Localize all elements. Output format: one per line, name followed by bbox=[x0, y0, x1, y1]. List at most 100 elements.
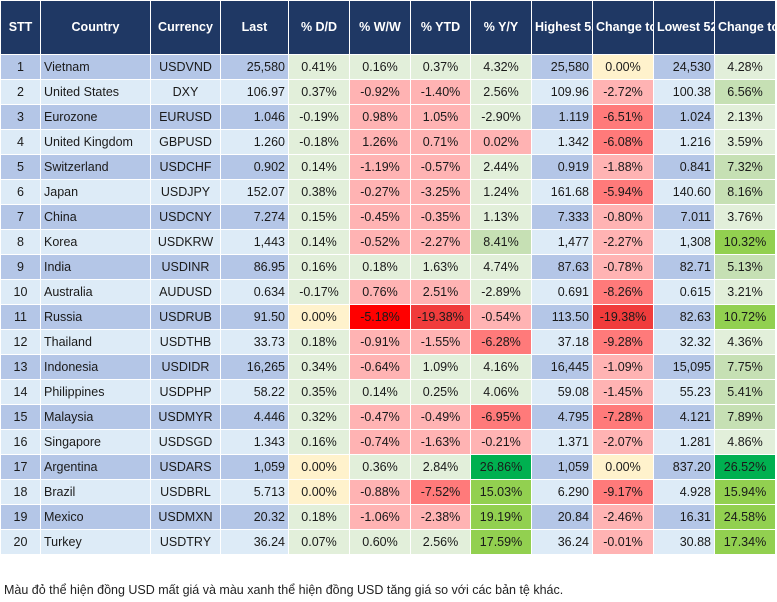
cell-ytd: -1.55% bbox=[410, 329, 471, 355]
cell-last: 106.97 bbox=[220, 79, 289, 105]
cell-ytd: -0.49% bbox=[410, 404, 471, 430]
cell-yy: 15.03% bbox=[470, 479, 532, 505]
cell-yy: 26.86% bbox=[470, 454, 532, 480]
cell-low: 82.63 bbox=[653, 304, 715, 330]
table-row: 11 Russia USDRUB 91.50 0.00% -5.18% -19.38% -0.… bbox=[0, 304, 776, 330]
cell-dd: -0.18% bbox=[288, 129, 350, 155]
cell-yy: 4.74% bbox=[470, 254, 532, 280]
cell-dd: 0.38% bbox=[288, 179, 350, 205]
cell-last: 152.07 bbox=[220, 179, 289, 205]
cell-dd: 0.16% bbox=[288, 429, 350, 455]
cell-last: 16,265 bbox=[220, 354, 289, 380]
cell-last: 0.902 bbox=[220, 154, 289, 180]
cell-dd: 0.00% bbox=[288, 454, 350, 480]
cell-cl: 4.36% bbox=[714, 329, 776, 355]
cell-high: 25,580 bbox=[531, 54, 593, 80]
cell-ch: -2.46% bbox=[592, 504, 654, 530]
cell-ch: 0.00% bbox=[592, 454, 654, 480]
cell-country: Vietnam bbox=[40, 54, 151, 80]
table-row: 1 Vietnam USDVND 25,580 0.41% 0.16% 0.37% 4.32%… bbox=[0, 54, 776, 80]
cell-high: 1.371 bbox=[531, 429, 593, 455]
cell-currency: USDCNY bbox=[150, 204, 221, 230]
cell-ww: -0.64% bbox=[349, 354, 411, 380]
table-row: 18 Brazil USDBRL 5.713 0.00% -0.88% -7.52% 15.0… bbox=[0, 479, 776, 505]
cell-ww: -0.45% bbox=[349, 204, 411, 230]
cell-ww: 1.26% bbox=[349, 129, 411, 155]
cell-ww: 0.60% bbox=[349, 529, 411, 555]
cell-high: 0.691 bbox=[531, 279, 593, 305]
cell-yy: -2.89% bbox=[470, 279, 532, 305]
cell-country: Singapore bbox=[40, 429, 151, 455]
cell-stt: 3 bbox=[0, 104, 41, 130]
cell-cl: 4.86% bbox=[714, 429, 776, 455]
cell-dd: -0.19% bbox=[288, 104, 350, 130]
cell-ww: -0.92% bbox=[349, 79, 411, 105]
cell-country: China bbox=[40, 204, 151, 230]
cell-low: 100.38 bbox=[653, 79, 715, 105]
cell-ytd: 0.37% bbox=[410, 54, 471, 80]
cell-low: 837.20 bbox=[653, 454, 715, 480]
cell-last: 7.274 bbox=[220, 204, 289, 230]
cell-currency: USDIDR bbox=[150, 354, 221, 380]
cell-low: 82.71 bbox=[653, 254, 715, 280]
cell-yy: 4.32% bbox=[470, 54, 532, 80]
cell-yy: 4.16% bbox=[470, 354, 532, 380]
cell-low: 4.121 bbox=[653, 404, 715, 430]
cell-ch: -2.72% bbox=[592, 79, 654, 105]
cell-cl: 10.32% bbox=[714, 229, 776, 255]
cell-high: 161.68 bbox=[531, 179, 593, 205]
cell-last: 25,580 bbox=[220, 54, 289, 80]
header-ww: % W/W bbox=[349, 0, 411, 55]
cell-ytd: -2.38% bbox=[410, 504, 471, 530]
cell-ch: -7.28% bbox=[592, 404, 654, 430]
header-yy: % Y/Y bbox=[470, 0, 532, 55]
table-row: 5 Switzerland USDCHF 0.902 0.14% -1.19% -0.57%… bbox=[0, 154, 776, 180]
cell-yy: 2.44% bbox=[470, 154, 532, 180]
cell-ytd: 0.25% bbox=[410, 379, 471, 405]
cell-low: 140.60 bbox=[653, 179, 715, 205]
cell-last: 36.24 bbox=[220, 529, 289, 555]
footnote: Màu đỏ thể hiện đồng USD mất giá và màu … bbox=[4, 583, 564, 597]
cell-currency: USDMYR bbox=[150, 404, 221, 430]
cell-dd: 0.07% bbox=[288, 529, 350, 555]
cell-currency: USDVND bbox=[150, 54, 221, 80]
cell-ww: -0.52% bbox=[349, 229, 411, 255]
cell-high: 113.50 bbox=[531, 304, 593, 330]
cell-cl: 10.72% bbox=[714, 304, 776, 330]
cell-dd: 0.35% bbox=[288, 379, 350, 405]
cell-ytd: 1.63% bbox=[410, 254, 471, 280]
cell-high: 1.342 bbox=[531, 129, 593, 155]
table-row: 19 Mexico USDMXN 20.32 0.18% -1.06% -2.38% 19.1… bbox=[0, 504, 776, 530]
cell-dd: 0.41% bbox=[288, 54, 350, 80]
cell-low: 4.928 bbox=[653, 479, 715, 505]
cell-cl: 26.52% bbox=[714, 454, 776, 480]
cell-high: 36.24 bbox=[531, 529, 593, 555]
cell-stt: 6 bbox=[0, 179, 41, 205]
cell-country: Switzerland bbox=[40, 154, 151, 180]
cell-high: 1,059 bbox=[531, 454, 593, 480]
cell-stt: 15 bbox=[0, 404, 41, 430]
cell-high: 109.96 bbox=[531, 79, 593, 105]
cell-low: 1.216 bbox=[653, 129, 715, 155]
cell-country: Japan bbox=[40, 179, 151, 205]
cell-low: 32.32 bbox=[653, 329, 715, 355]
cell-low: 16.31 bbox=[653, 504, 715, 530]
table-row: 6 Japan USDJPY 152.07 0.38% -0.27% -3.25% 1.24%… bbox=[0, 179, 776, 205]
cell-last: 58.22 bbox=[220, 379, 289, 405]
cell-yy: -6.95% bbox=[470, 404, 532, 430]
cell-ww: 0.36% bbox=[349, 454, 411, 480]
cell-currency: USDKRW bbox=[150, 229, 221, 255]
cell-cl: 8.16% bbox=[714, 179, 776, 205]
table-row: 2 United States DXY 106.97 0.37% -0.92% -1.40%… bbox=[0, 79, 776, 105]
cell-yy: -0.54% bbox=[470, 304, 532, 330]
cell-country: Eurozone bbox=[40, 104, 151, 130]
table-row: 17 Argentina USDARS 1,059 0.00% 0.36% 2.84% 26.… bbox=[0, 454, 776, 480]
cell-country: Philippines bbox=[40, 379, 151, 405]
cell-last: 1.343 bbox=[220, 429, 289, 455]
cell-currency: EURUSD bbox=[150, 104, 221, 130]
cell-last: 0.634 bbox=[220, 279, 289, 305]
cell-high: 4.795 bbox=[531, 404, 593, 430]
header-ytd: % YTD bbox=[410, 0, 471, 55]
cell-country: Mexico bbox=[40, 504, 151, 530]
cell-yy: 0.02% bbox=[470, 129, 532, 155]
